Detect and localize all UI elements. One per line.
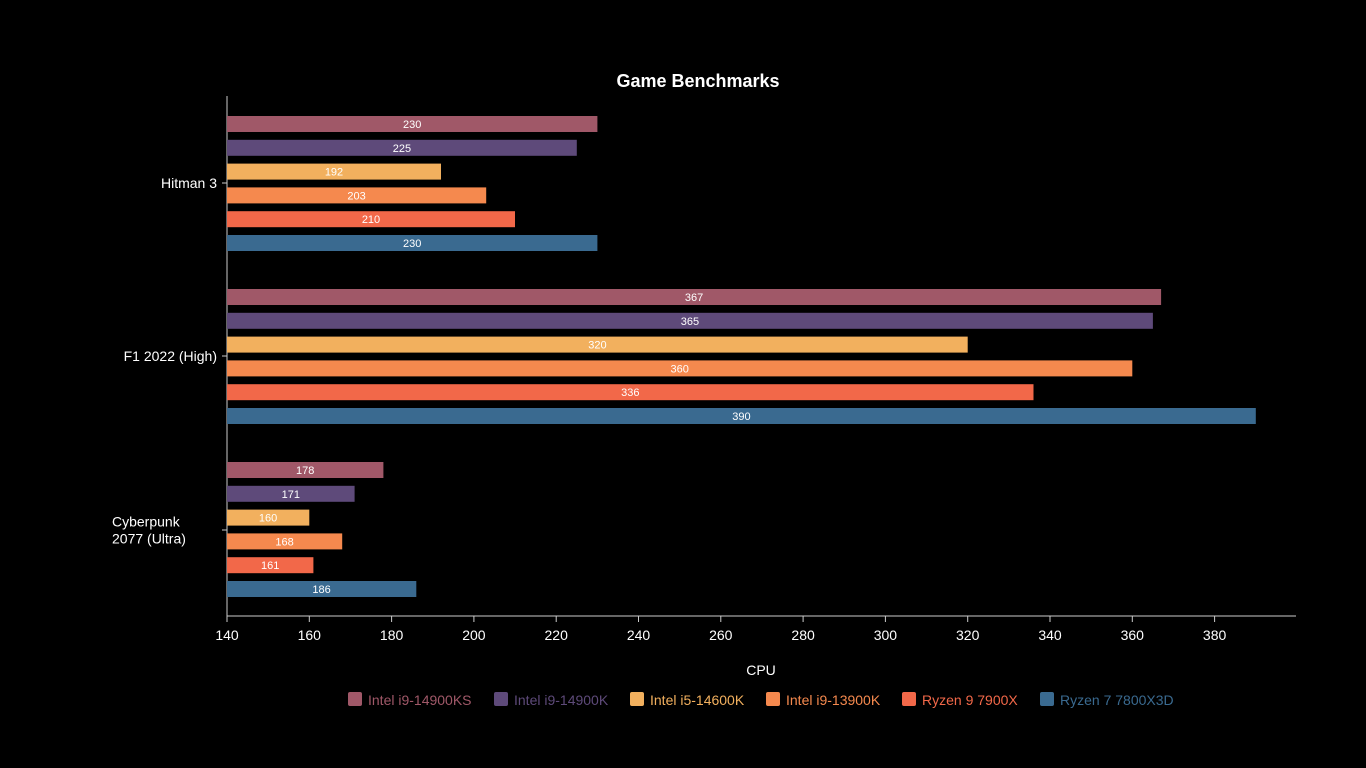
bar-value-label: 230	[403, 238, 421, 250]
bar	[227, 235, 598, 251]
category-label-line: Cyberpunk	[112, 514, 181, 530]
bar	[227, 211, 515, 228]
x-tick-label: 160	[298, 627, 322, 643]
bar	[227, 163, 441, 180]
bar-value-label: 203	[347, 190, 365, 202]
chart-title: Game Benchmarks	[616, 71, 779, 91]
bar-value-label: 230	[403, 119, 421, 131]
legend-label: Intel i9-14900K	[514, 692, 609, 708]
legend-label: Intel i9-14900KS	[368, 692, 472, 708]
legend-label: Ryzen 9 7900X	[922, 692, 1018, 708]
bar	[227, 187, 487, 204]
category-label-line: F1 2022 (High)	[124, 348, 217, 364]
category-label-line: Hitman 3	[161, 175, 217, 191]
x-tick-label: 200	[462, 627, 486, 643]
bar	[227, 485, 355, 502]
x-tick-label: 260	[709, 627, 733, 643]
bar	[227, 581, 417, 597]
bar	[227, 116, 598, 132]
x-ticks-group: 140 160 180 200 220 240 260 280 300 320 340 360 380	[215, 616, 1226, 643]
bar	[227, 139, 577, 156]
bar	[227, 360, 1133, 377]
legend-label: Intel i5-14600K	[650, 692, 745, 708]
bar-value-label: 367	[685, 292, 703, 304]
bar-value-label: 336	[621, 387, 639, 399]
bar	[227, 312, 1153, 329]
bar-value-label: 365	[681, 316, 699, 328]
bar	[227, 408, 1256, 424]
bar-value-label: 160	[259, 513, 277, 525]
category-labels-group: Hitman 3 F1 2022 (High) Cyberpunk 2077 (Ult…	[112, 175, 227, 547]
x-tick-label: 240	[627, 627, 651, 643]
bar-value-label: 168	[275, 536, 293, 548]
category-label: Hitman 3	[161, 175, 217, 191]
bar-value-label: 210	[362, 214, 380, 226]
bar	[227, 289, 1162, 305]
legend-swatch	[766, 692, 780, 706]
bar-value-label: 186	[312, 584, 330, 596]
legend-swatch	[494, 692, 508, 706]
bar	[227, 509, 310, 526]
x-tick-label: 220	[545, 627, 569, 643]
legend-label: Intel i9-13900K	[786, 692, 881, 708]
x-tick-label: 380	[1203, 627, 1227, 643]
legend: Intel i9-14900KS Intel i9-14900K Intel i5-…	[348, 692, 1174, 708]
bar-labels-group: 230 225 192 203 210 230 367 365 320 360 336 390 178 1…	[259, 119, 751, 596]
bar	[227, 384, 1034, 401]
legend-swatch	[630, 692, 644, 706]
bar-value-label: 178	[296, 465, 314, 477]
bars-group	[227, 116, 1256, 597]
category-label: F1 2022 (High)	[124, 348, 217, 364]
x-tick-label: 140	[215, 627, 239, 643]
legend-swatch	[1040, 692, 1054, 706]
bar	[227, 462, 384, 478]
bar-value-label: 192	[325, 167, 343, 179]
bar	[227, 336, 968, 353]
legend-swatch	[902, 692, 916, 706]
x-tick-label: 180	[380, 627, 404, 643]
x-tick-label: 280	[791, 627, 815, 643]
x-tick-label: 320	[956, 627, 980, 643]
bar	[227, 533, 343, 550]
category-label: Cyberpunk 2077 (Ultra)	[112, 514, 186, 547]
legend-swatch	[348, 692, 362, 706]
bar	[227, 557, 314, 574]
category-label-line: 2077 (Ultra)	[112, 531, 186, 547]
bar-value-label: 225	[393, 143, 411, 155]
x-tick-label: 300	[874, 627, 898, 643]
bar-value-label: 360	[671, 363, 689, 375]
legend-label: Ryzen 7 7800X3D	[1060, 692, 1174, 708]
x-tick-label: 360	[1121, 627, 1145, 643]
bar-value-label: 390	[732, 411, 750, 423]
bar-value-label: 320	[588, 340, 606, 352]
bar-value-label: 161	[261, 560, 279, 572]
bar-value-label: 171	[282, 489, 300, 501]
x-axis-title: CPU	[746, 662, 776, 678]
x-tick-label: 340	[1038, 627, 1062, 643]
